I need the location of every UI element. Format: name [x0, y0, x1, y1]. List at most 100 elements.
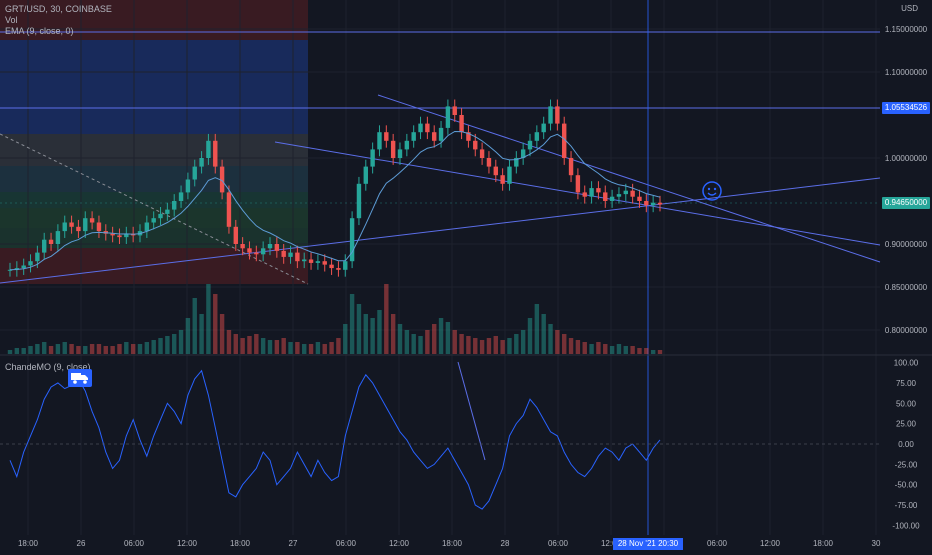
volume-bar — [479, 340, 485, 354]
time-tick-label: 28 — [501, 539, 510, 548]
volume-bar — [616, 344, 622, 354]
oscillator-tick-label: -50.00 — [895, 481, 918, 490]
candle-body — [575, 175, 581, 193]
candle-body — [377, 132, 382, 150]
volume-bar — [630, 346, 635, 354]
time-tick-label: 12:00 — [760, 539, 781, 548]
volume-bar — [48, 346, 54, 354]
grid — [0, 0, 880, 535]
candle-body — [445, 106, 451, 128]
truck-icon[interactable] — [68, 369, 92, 392]
trend-lines[interactable] — [0, 0, 932, 535]
time-tick-label: 18:00 — [230, 539, 251, 548]
volume-bar — [144, 342, 150, 354]
candle-body — [507, 166, 512, 184]
volume-bar — [21, 348, 26, 354]
volume-bar — [363, 314, 368, 354]
volume-bar — [637, 348, 642, 354]
oscillator-legend: ChandeMO (9, close) — [5, 362, 91, 372]
volume-bar — [459, 334, 464, 354]
oscillator-tick-label: 25.00 — [896, 420, 917, 429]
volume-bar — [137, 344, 143, 354]
chandemo-line — [9, 369, 661, 510]
volume-bar — [329, 342, 334, 354]
volume-bar — [247, 336, 252, 354]
candle-body — [596, 188, 601, 193]
time-tick-label: 18:00 — [442, 539, 463, 548]
candle-body — [158, 213, 163, 219]
candle-body — [397, 149, 403, 158]
volume-bar — [158, 338, 163, 354]
time-axis: 18:00 26 06:00 12:00 18:00 27 06:00 12:00 18:00 2… — [18, 539, 881, 548]
volume-bar — [76, 346, 81, 354]
candle-body — [7, 269, 13, 271]
volume-bar — [644, 348, 649, 354]
candle-body — [534, 132, 540, 141]
volume-bar — [507, 338, 512, 354]
candle-body — [411, 132, 416, 141]
candle-body — [329, 264, 334, 269]
candle-body — [42, 239, 47, 253]
candle-body — [555, 106, 560, 124]
time-tick-label: 12:00 — [601, 539, 622, 548]
candle-body — [206, 140, 211, 158]
resistance-price-tag: 1.05534526 — [882, 102, 930, 114]
candle-body — [117, 235, 122, 238]
volume-bar — [192, 298, 197, 354]
candle-body — [308, 259, 314, 263]
volume-bar — [55, 344, 61, 354]
volume-bar — [185, 318, 191, 354]
volume-bar — [493, 336, 498, 354]
volume-bar — [336, 338, 341, 354]
candle-body — [281, 250, 286, 257]
volume-bar — [432, 324, 437, 354]
candle-body — [452, 106, 457, 115]
volume-bar — [404, 330, 410, 354]
volume-bar — [520, 330, 526, 354]
candle-body — [124, 233, 129, 238]
cursor-date: 28 Nov '21 — [617, 539, 656, 548]
candle-body — [603, 192, 608, 201]
volume-bar — [96, 344, 102, 354]
candle-body — [322, 261, 327, 265]
ema-line — [9, 130, 661, 271]
volume-bar — [28, 346, 33, 354]
oscillator-tick-label: -25.00 — [895, 460, 918, 469]
volume-bar — [438, 318, 444, 354]
candle-body — [637, 196, 642, 201]
volume-bar — [356, 304, 362, 354]
candle-body — [459, 115, 464, 133]
volume-bar — [596, 342, 601, 354]
cursor-time: 20:30 — [658, 539, 679, 548]
volume-bar — [14, 348, 20, 354]
last-price-tag: 0.94650000 — [882, 197, 930, 209]
smiley-icon[interactable] — [702, 181, 722, 206]
cursor-time-tag: 28 Nov '21 20:30 — [613, 538, 683, 550]
volume-legend: Vol — [5, 15, 18, 25]
volume-bar — [69, 344, 74, 354]
candle-body — [247, 248, 252, 253]
volume-bar — [219, 314, 225, 354]
candle-body — [657, 202, 663, 205]
volume-bar — [397, 324, 403, 354]
volume-bar — [226, 330, 232, 354]
time-tick-label: 26 — [77, 539, 86, 548]
candle-body — [390, 140, 396, 158]
candle-body — [500, 175, 505, 184]
volume-bar — [418, 336, 423, 354]
volume-bar — [384, 284, 389, 354]
candle-body — [568, 158, 574, 176]
currency-label: USD — [901, 4, 918, 13]
volume-bar — [370, 318, 375, 354]
price-tick-label: 1.00000000 — [885, 154, 928, 163]
ema-legend: EMA (9, close, 0) — [5, 26, 74, 36]
trendline-upper-channel — [377, 94, 881, 263]
time-tick-label: 06:00 — [707, 539, 728, 548]
oscillator-tick-label: 100.00 — [894, 359, 919, 368]
volume-bar — [103, 346, 108, 354]
volume-bar — [302, 344, 307, 354]
candle-body — [172, 201, 177, 210]
candle-body — [151, 218, 156, 223]
